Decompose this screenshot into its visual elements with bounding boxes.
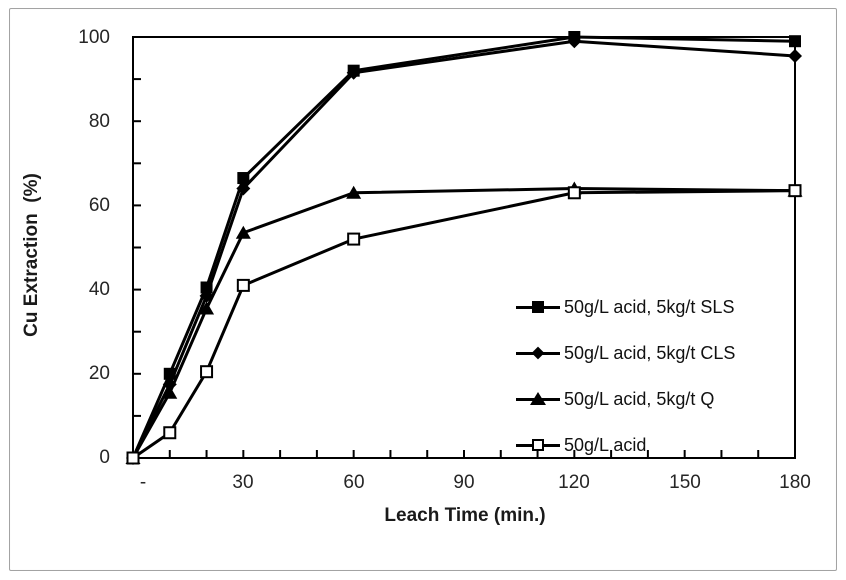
x-tick-label: 30 [232,472,254,493]
y-tick-label: 40 [88,279,110,300]
y-tick-label: 60 [88,195,110,216]
x-tick-label: 90 [453,472,475,493]
x-tick-label: 150 [669,472,701,493]
x-axis-title: Leach Time (min.) [384,505,546,526]
filled-triangle-icon [516,391,560,405]
open-square-icon [516,439,560,451]
x-tick-label: 180 [779,472,811,493]
filled-diamond-icon [516,346,560,360]
legend-item: 50g/L acid, 5kg/t CLS [516,330,735,376]
legend-label: 50g/L acid, 5kg/t Q [564,388,715,409]
y-tick-label: 20 [88,363,110,384]
x-tick-label: 120 [558,472,590,493]
legend-label: 50g/L acid [564,434,647,455]
legend-label: 50g/L acid, 5kg/t SLS [564,296,735,317]
chart-legend: 50g/L acid, 5kg/t SLS 50g/L acid, 5kg/t … [516,284,735,468]
legend-label: 50g/L acid, 5kg/t CLS [564,342,736,363]
legend-item: 50g/L acid [516,422,735,468]
x-tick-label: 60 [343,472,365,493]
legend-item: 50g/L acid, 5kg/t Q [516,376,735,422]
y-tick-label: 100 [78,27,110,48]
figure-outer-border [9,8,837,571]
y-axis-title: Cu Extraction (%) [21,173,42,337]
legend-item: 50g/L acid, 5kg/t SLS [516,284,735,330]
x-tick-label: - [139,472,147,493]
filled-square-icon [516,301,560,313]
y-tick-label: 80 [88,111,110,132]
y-tick-label: 0 [99,447,110,468]
